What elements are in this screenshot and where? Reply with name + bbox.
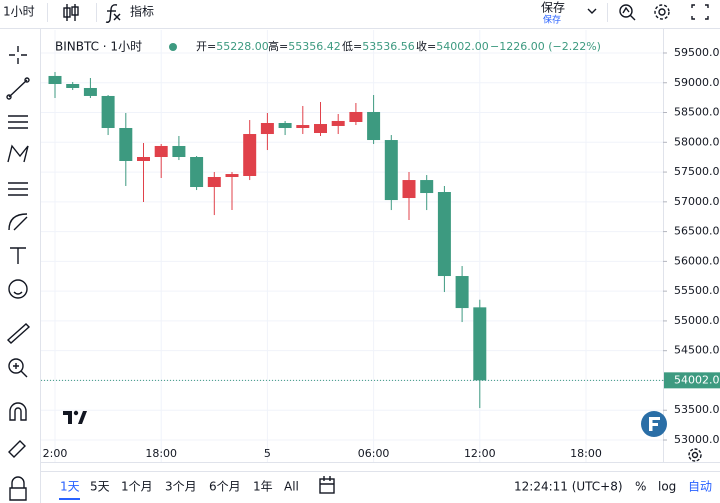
ohlc-item: 收=54002.00 [416,39,489,53]
x-tick-label: 18:00 [570,447,602,460]
interval-button[interactable]: 1小时 [3,5,35,19]
grid [41,30,663,462]
symbol-title: BINBTC · 1小时 [55,40,142,54]
y-tick-label: 57500.00 [674,165,720,178]
ohlc-label: 收= [416,39,436,53]
chart-type-icon[interactable] [63,4,79,21]
candle-body [420,180,434,194]
brand-badge[interactable] [641,411,667,437]
candle-body [314,124,327,134]
y-tick-label: 56500.00 [674,225,720,238]
tradingview-logo [63,410,87,424]
ohlc-label: 低= [342,40,362,53]
candle-body [349,111,363,122]
range-button[interactable]: 3个月 [165,480,197,494]
candle-body [437,192,451,277]
settings-icon[interactable] [654,4,670,20]
y-tick-label: 59500.00 [674,46,720,59]
y-tick-label: 55500.00 [674,284,720,297]
candle-body [207,177,221,188]
ohlc-item: 低=53536.56 [342,40,415,53]
candle-body [119,128,133,161]
x-tick-label: 2:00 [43,447,68,460]
ohlc-label: 开= [196,40,216,53]
market-status-dot [169,43,177,51]
save-button[interactable]: 保存 [541,1,565,15]
log-toggle[interactable]: log [658,480,676,494]
ohlc-value: 53536.56 [362,40,415,53]
range-button[interactable]: 1天 [60,480,80,494]
y-tick-label: 56000.00 [674,254,720,267]
candle-body [190,157,204,188]
candle-body [296,125,310,129]
range-button[interactable]: 6个月 [209,480,241,494]
candle-body [473,307,487,381]
candle-body [154,145,168,158]
ohlc-item: 开=55228.00 [196,40,269,53]
auto-toggle[interactable]: 自动 [688,480,712,494]
fullscreen-icon[interactable] [691,4,709,20]
candle-body [384,140,398,201]
clock: 12:24:11 (UTC+8) [514,480,623,494]
candle-body [101,95,115,129]
last-price-label: 54002.00 [674,373,720,386]
candle-body [331,120,345,126]
candle-body [225,174,239,178]
candle-body [83,87,97,96]
x-tick-label: 18:00 [145,447,177,460]
x-tick-label: 5 [264,447,271,460]
y-tick-label: 53500.00 [674,403,720,416]
candle-body [243,134,257,176]
indicators-button[interactable]: 指标 [130,4,154,19]
candle-body [402,180,416,199]
ohlc-item: 高=55356.42 [268,39,341,53]
candle-body [48,75,62,85]
candle-body [66,84,80,88]
candle-body [278,123,292,129]
x-tick-label: 06:00 [358,447,390,460]
candle-body [260,123,274,135]
drawing-tools[interactable] [6,46,31,501]
range-button[interactable]: 5天 [90,480,110,494]
y-tick-label: 55000.00 [674,314,720,327]
range-button[interactable]: 1年 [253,480,273,494]
save-menu-icon[interactable] [587,8,597,14]
candle-body [367,111,381,141]
candle-body [455,276,469,309]
y-tick-label: 54500.00 [674,344,720,357]
quick-search-icon[interactable] [619,4,636,21]
percent-toggle[interactable]: % [635,480,646,494]
y-tick-label: 58500.00 [674,106,720,119]
candle-body [137,157,150,161]
x-tick-label: 12:00 [464,447,496,460]
ohlc-value: 55356.42 [288,40,341,53]
y-tick-label: 57000.00 [674,195,720,208]
ohlc-value: 54002.00 [436,40,489,53]
candle-body [172,145,186,158]
ohlc-label: 高= [268,39,288,53]
last-price-tag [664,372,720,389]
y-tick-label: 53000.00 [674,433,720,446]
range-button[interactable]: All [284,480,299,494]
y-tick-label: 58000.00 [674,135,720,148]
save-status: 保存 [543,14,561,26]
indicators-icon[interactable] [105,4,121,23]
time-axis-settings[interactable] [688,448,702,462]
ohlc-value: 55228.00 [216,40,269,53]
ohlc-value: −1226.00 (−2.22%) [490,40,601,53]
y-tick-label: 59000.00 [674,76,720,89]
range-button[interactable]: 1个月 [121,480,153,494]
calendar-icon[interactable] [319,476,335,494]
ohlc-item: −1226.00 (−2.22%) [490,40,601,53]
